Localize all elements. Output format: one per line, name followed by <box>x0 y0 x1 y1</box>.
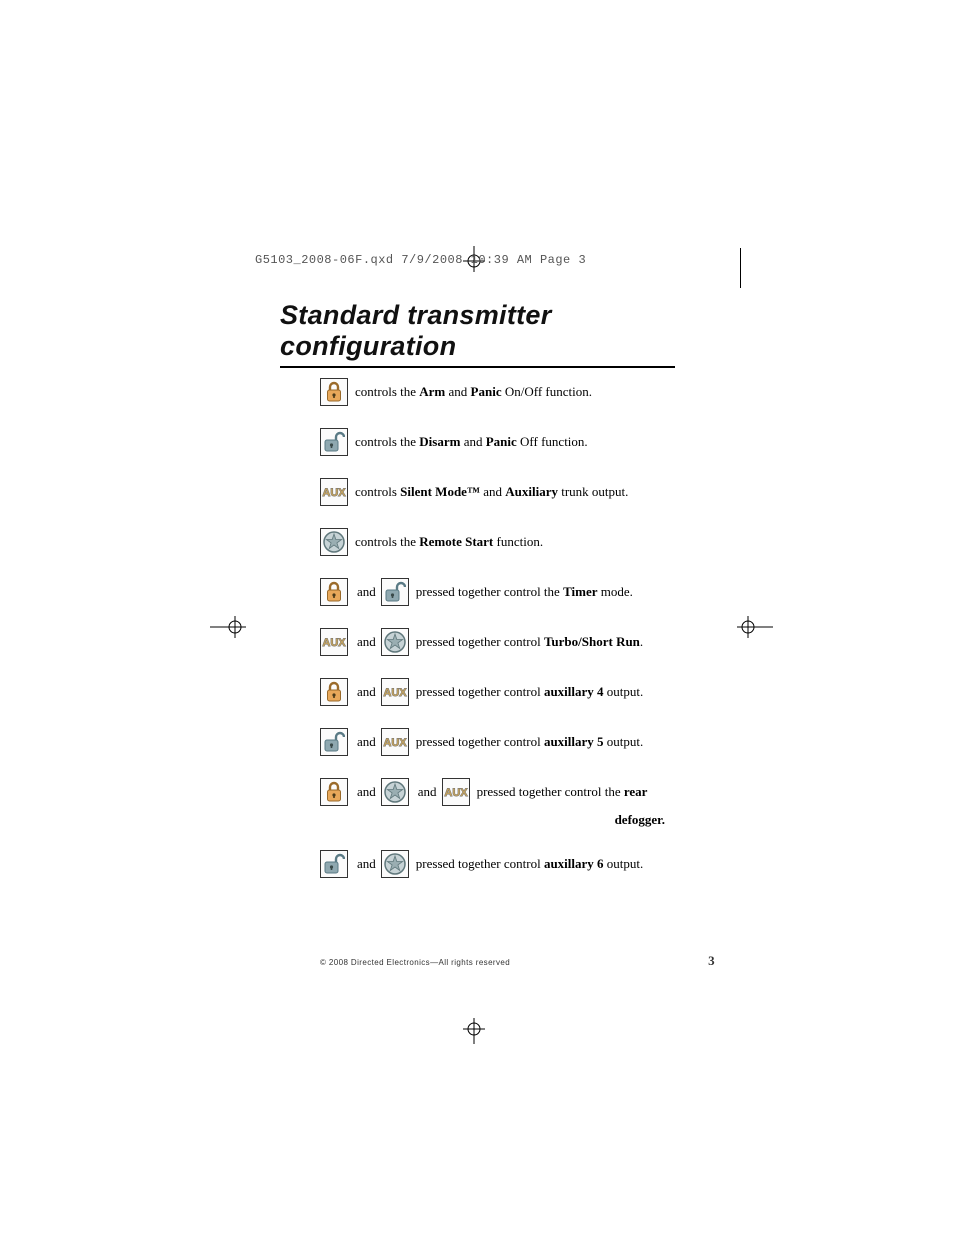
config-rows: controls the Arm and Panic On/Off functi… <box>280 378 710 878</box>
svg-text:AUX: AUX <box>322 487 346 499</box>
config-row: controls the Disarm and Panic Off functi… <box>280 428 710 456</box>
svg-text:AUX: AUX <box>383 687 407 699</box>
copyright-text: © 2008 Directed Electronics—All rights r… <box>320 958 510 967</box>
joiner-text: and <box>357 633 376 651</box>
row-description: controls Silent Mode™ and Auxiliary trun… <box>355 483 628 501</box>
row-description: pressed together control the Timer mode. <box>416 583 633 601</box>
aux-icon: AUX <box>320 478 348 506</box>
svg-text:AUX: AUX <box>444 787 468 799</box>
row-description: pressed together control the rear <box>477 783 648 801</box>
row-tail: defogger. <box>615 812 665 828</box>
aux-icon: AUX <box>381 728 409 756</box>
star-icon <box>381 850 409 878</box>
joiner-text: and <box>418 783 437 801</box>
config-row: and AUX pressed together control auxilla… <box>280 728 710 756</box>
svg-text:AUX: AUX <box>322 637 346 649</box>
row-description: pressed together control auxillary 5 out… <box>416 733 643 751</box>
config-row: AUX controls Silent Mode™ and Auxiliary … <box>280 478 710 506</box>
config-row: controls the Arm and Panic On/Off functi… <box>280 378 710 406</box>
star-icon <box>381 778 409 806</box>
joiner-text: and <box>357 733 376 751</box>
joiner-text: and <box>357 583 376 601</box>
lock-icon <box>320 378 348 406</box>
joiner-text: and <box>357 855 376 873</box>
row-description: controls the Arm and Panic On/Off functi… <box>355 383 592 401</box>
crop-mark-bottom <box>459 1014 489 1049</box>
aux-icon: AUX <box>320 628 348 656</box>
row-description: pressed together control Turbo/Short Run… <box>416 633 643 651</box>
section-title: Standard transmitter configuration <box>280 300 675 368</box>
config-row: AUX and pressed together control Turbo/S… <box>280 628 710 656</box>
row-description: controls the Disarm and Panic Off functi… <box>355 433 588 451</box>
star-icon <box>320 528 348 556</box>
joiner-text: and <box>357 683 376 701</box>
config-row: and AUX pressed together control auxilla… <box>280 678 710 706</box>
aux-icon: AUX <box>381 678 409 706</box>
row-description: controls the Remote Start function. <box>355 533 543 551</box>
config-row: and pressed together control auxillary 6… <box>280 850 710 878</box>
unlock-icon <box>320 428 348 456</box>
page-number: 3 <box>708 953 715 969</box>
aux-icon: AUX <box>442 778 470 806</box>
config-row: controls the Remote Start function. <box>280 528 710 556</box>
page-footer: © 2008 Directed Electronics—All rights r… <box>320 953 715 969</box>
crop-mark-right <box>733 612 773 647</box>
lock-icon <box>320 778 348 806</box>
unlock-icon <box>320 850 348 878</box>
unlock-icon <box>381 578 409 606</box>
svg-text:AUX: AUX <box>383 737 407 749</box>
config-row: and pressed together control the Timer m… <box>280 578 710 606</box>
joiner-text: and <box>357 783 376 801</box>
top-right-tick <box>740 248 741 288</box>
star-icon <box>381 628 409 656</box>
lock-icon <box>320 578 348 606</box>
config-row: and and AUX pressed together control the… <box>280 778 710 806</box>
row-description: pressed together control auxillary 6 out… <box>416 855 643 873</box>
page-content: Standard transmitter configuration contr… <box>280 240 710 900</box>
unlock-icon <box>320 728 348 756</box>
crop-mark-left <box>210 612 250 647</box>
row-description: pressed together control auxillary 4 out… <box>416 683 643 701</box>
lock-icon <box>320 678 348 706</box>
